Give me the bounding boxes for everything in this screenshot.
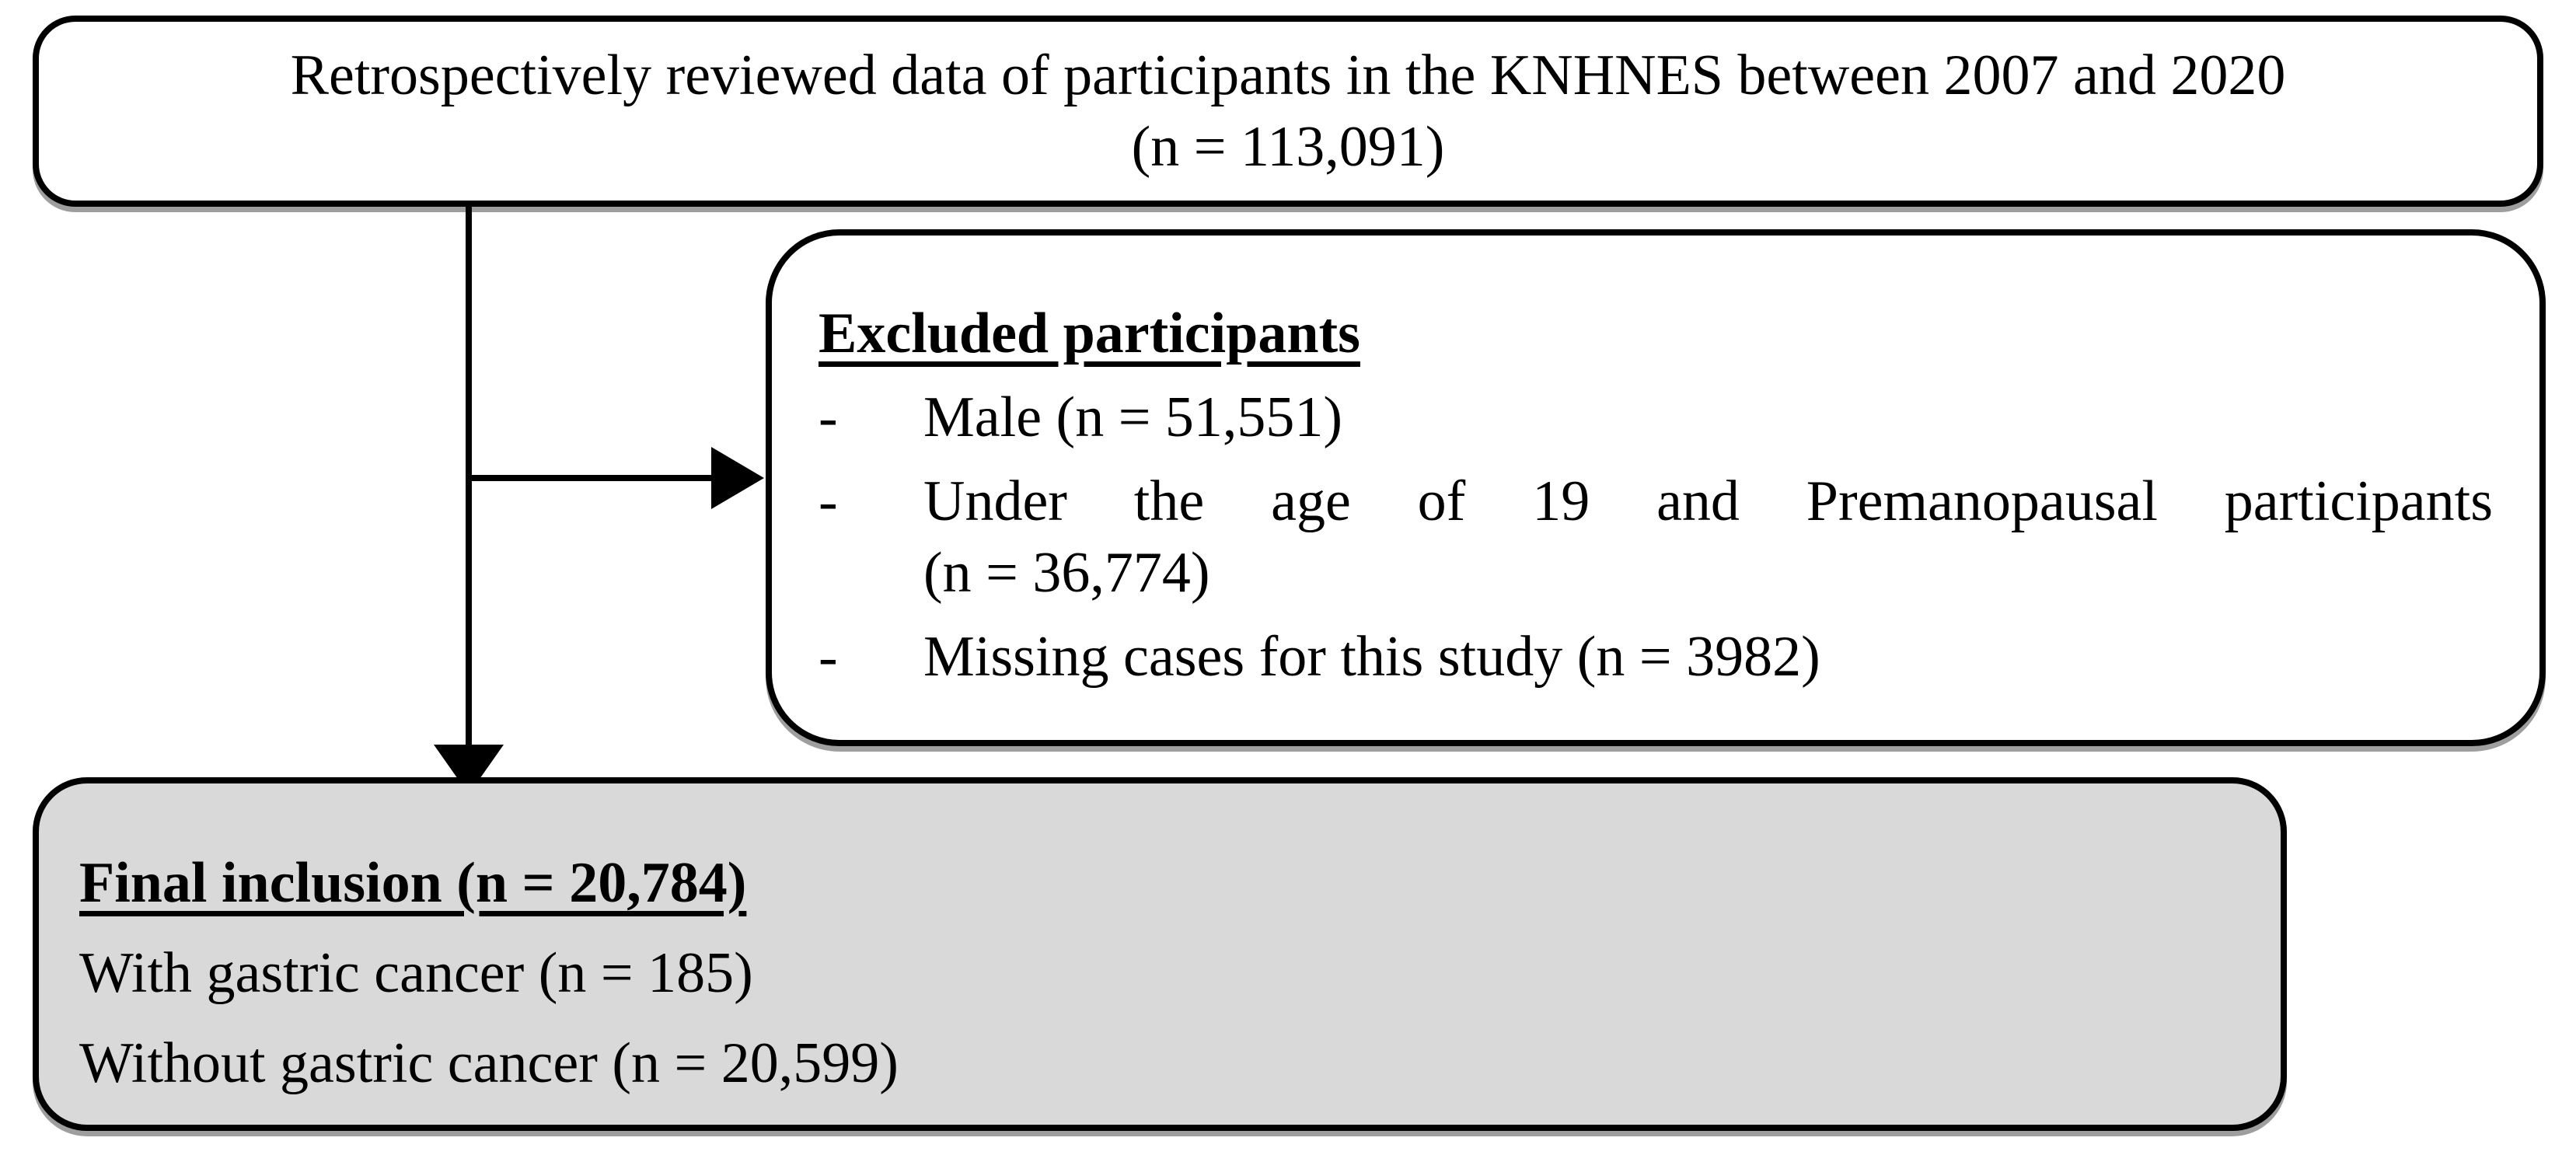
excluded-item-age-text-line1: Under the age of 19 and Premanopausal pa… bbox=[923, 469, 2493, 533]
bullet-dash-icon: - bbox=[819, 386, 838, 449]
bullet-dash-icon: - bbox=[819, 469, 838, 533]
final-without-gastric-cancer: Without gastric cancer (n = 20,599) bbox=[79, 1031, 899, 1095]
right-arrow-icon bbox=[711, 447, 764, 509]
source-box-count: (n = 113,091) bbox=[1131, 115, 1445, 179]
excluded-item-missing-cases-text: Missing cases for this study (n = 3982) bbox=[923, 625, 1820, 689]
final-with-gastric-cancer: With gastric cancer (n = 185) bbox=[79, 941, 753, 1005]
final-inclusion-box: Final inclusion (n = 20,784) With gastri… bbox=[33, 777, 2287, 1131]
excluded-item-missing-cases: - Missing cases for this study (n = 3982… bbox=[819, 621, 2493, 693]
excluded-box-title: Excluded participants bbox=[819, 302, 1360, 365]
excluded-item-male: - Male (n = 51,551) bbox=[819, 382, 2493, 453]
excluded-item-age-premenopausal: - Under the age of 19 and Premanopausal … bbox=[819, 466, 2493, 609]
final-inclusion-title: Final inclusion (n = 20,784) bbox=[79, 851, 747, 915]
excluded-item-age-text-line2: (n = 36,774) bbox=[923, 541, 1210, 605]
source-box-line1: Retrospectively reviewed data of partici… bbox=[290, 44, 2286, 107]
source-box: Retrospectively reviewed data of partici… bbox=[33, 16, 2543, 207]
bullet-dash-icon: - bbox=[819, 625, 838, 689]
excluded-box: Excluded participants - Male (n = 51,551… bbox=[766, 229, 2546, 746]
excluded-item-male-text: Male (n = 51,551) bbox=[923, 386, 1343, 449]
right-arrow-line bbox=[469, 475, 711, 481]
